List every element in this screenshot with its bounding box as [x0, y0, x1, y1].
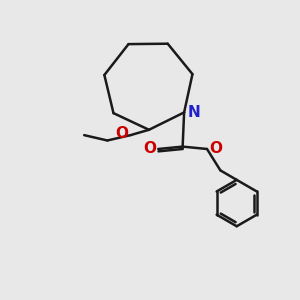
- Text: N: N: [188, 105, 200, 120]
- Text: O: O: [209, 142, 222, 157]
- Text: O: O: [143, 142, 156, 157]
- Text: O: O: [116, 126, 129, 141]
